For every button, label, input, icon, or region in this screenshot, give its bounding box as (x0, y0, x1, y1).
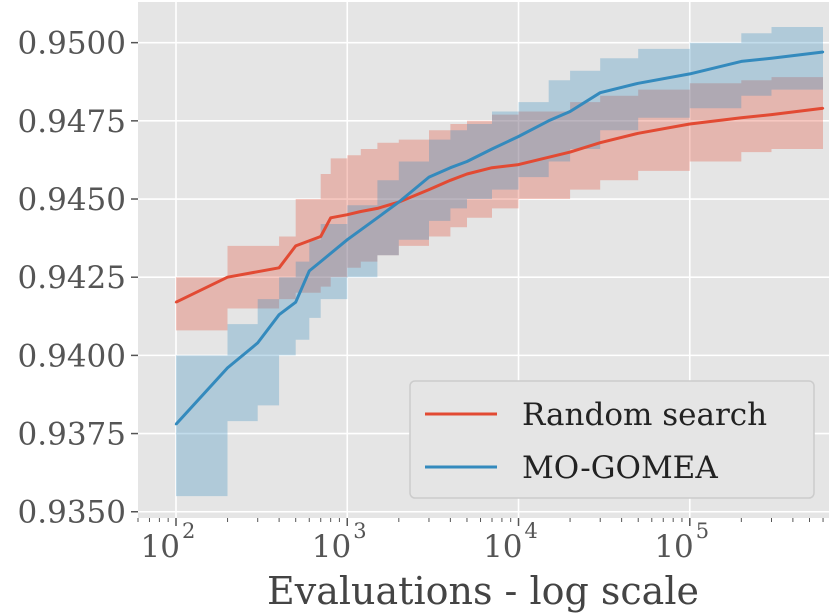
legend-label-random-search: Random search (522, 397, 767, 433)
point-mo-gomea (740, 60, 743, 63)
point-mo-gomea (568, 110, 572, 113)
point-random-search (688, 122, 691, 126)
point-mo-gomea (449, 166, 452, 169)
point-mo-gomea (397, 200, 400, 204)
y-tick-label: 0.9350 (18, 495, 126, 531)
point-mo-gomea (308, 269, 311, 273)
x-tick-exponent: 3 (353, 519, 366, 543)
point-random-search (517, 163, 520, 166)
point-random-search (637, 132, 640, 135)
y-tick-label: 0.9375 (18, 417, 126, 453)
point-random-search (449, 179, 452, 182)
point-mo-gomea (294, 301, 297, 304)
point-random-search (568, 150, 572, 154)
y-tick-label: 0.9475 (18, 104, 126, 140)
series-lines (174, 50, 825, 426)
point-mo-gomea (427, 175, 431, 179)
axis-ticks: 0.9350 0.9375 0.9400 0.9425 0.9450 0.9475 0.95… (18, 26, 824, 565)
band-random-search (176, 73, 823, 331)
point-random-search (359, 210, 362, 213)
point-mo-gomea (465, 160, 469, 163)
confidence-bands (176, 20, 823, 497)
point-mo-gomea (490, 147, 494, 151)
legend-label-mo-gomea: MO-GOMEA (522, 450, 718, 486)
point-mo-gomea (277, 313, 281, 316)
point-mo-gomea (599, 91, 602, 94)
y-tick-label: 0.9425 (18, 260, 126, 296)
point-random-search (490, 166, 494, 169)
point-random-search (226, 276, 229, 279)
point-random-search (740, 116, 743, 119)
point-random-search (294, 244, 297, 248)
point-random-search (376, 207, 379, 210)
point-random-search (599, 141, 602, 144)
x-tick-label: 10 (312, 529, 351, 565)
point-mo-gomea (319, 260, 322, 263)
y-tick-label: 0.9450 (18, 182, 126, 218)
legend-box (409, 380, 815, 499)
point-mo-gomea (346, 238, 349, 241)
point-mo-gomea (376, 216, 379, 219)
point-mo-gomea (821, 50, 825, 54)
x-tick-label: 10 (141, 529, 180, 565)
x-tick-label: 10 (483, 529, 522, 565)
point-random-search (319, 235, 322, 238)
point-random-search (821, 107, 825, 110)
point-mo-gomea (770, 57, 773, 60)
point-mo-gomea (226, 366, 229, 370)
point-random-search (465, 172, 469, 176)
point-mo-gomea (688, 72, 691, 76)
x-tick-exponent: 5 (696, 519, 709, 543)
y-tick-label: 0.9500 (18, 26, 126, 62)
point-mo-gomea (637, 82, 640, 85)
point-random-search (329, 216, 332, 219)
x-tick-label: 10 (654, 529, 693, 565)
point-mo-gomea (547, 119, 550, 123)
legend: Random search MO-GOMEA (409, 380, 815, 499)
y-tick-label: 0.9400 (18, 338, 126, 374)
line-random-search (175, 106, 824, 304)
band-mo-gomea (176, 20, 823, 497)
point-random-search (346, 213, 349, 216)
x-axis-title: Evaluations - log scale (267, 569, 699, 613)
point-mo-gomea (256, 341, 259, 345)
point-random-search (770, 113, 773, 116)
point-random-search (277, 266, 281, 269)
x-tick-exponent: 4 (525, 519, 538, 543)
point-random-search (174, 301, 178, 304)
point-mo-gomea (174, 423, 178, 426)
x-tick-exponent: 2 (182, 519, 195, 543)
point-mo-gomea (517, 135, 520, 138)
point-random-search (427, 188, 431, 191)
